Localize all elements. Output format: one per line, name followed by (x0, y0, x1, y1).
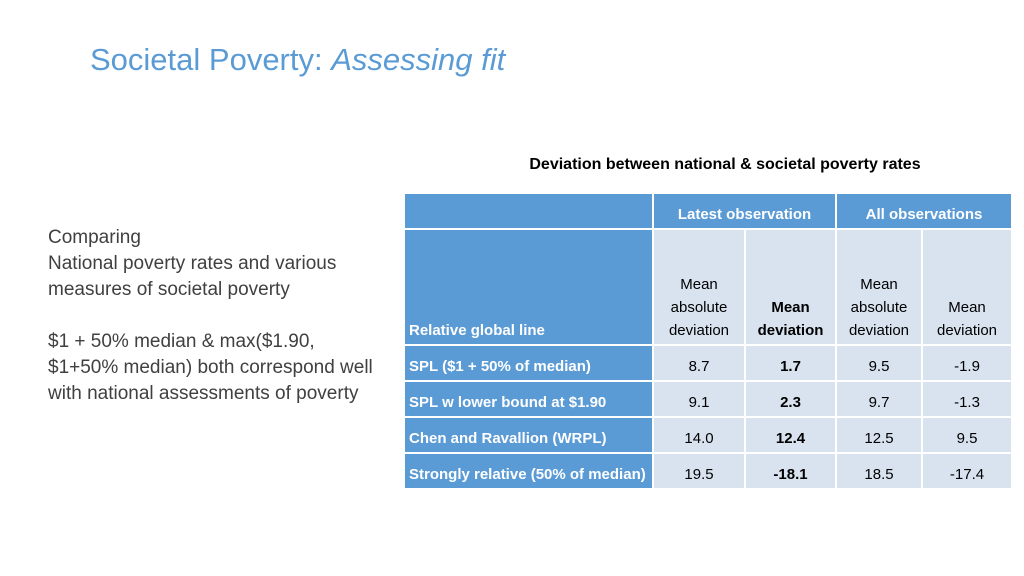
corner-cell (403, 192, 654, 230)
header-row: Relative global line Mean absolute devia… (403, 228, 1014, 346)
row-label: SPL w lower bound at $1.90 (403, 380, 654, 418)
value-cell: -17.4 (920, 452, 1014, 490)
value-cell: 12.4 (744, 416, 837, 454)
value-cell: -1.9 (920, 344, 1014, 382)
value-cell: -1.3 (920, 380, 1014, 418)
title-emphasis: Assessing fit (331, 42, 506, 77)
group-header: All observations (834, 192, 1014, 230)
value-cell: 14.0 (652, 416, 746, 454)
column-header: Mean absolute deviation (652, 228, 746, 346)
table-caption: Deviation between national & societal po… (529, 156, 921, 173)
paragraph: $1 + 50% median & max($1.90, $1+50% medi… (48, 331, 373, 404)
group-header: Latest observation (652, 192, 837, 230)
data-row: Chen and Ravallion (WRPL) 14.0 12.4 12.5 9.5 (403, 416, 1014, 454)
table-body: Latest observation All observations Rela… (403, 192, 1014, 490)
value-cell: 9.5 (835, 344, 923, 382)
title-main: Societal Poverty: (90, 42, 323, 77)
row-label: Chen and Ravallion (WRPL) (403, 416, 654, 454)
row-header: Relative global line (403, 228, 654, 346)
value-cell: 9.1 (652, 380, 746, 418)
group-row: Latest observation All observations (403, 192, 1014, 230)
heading: Comparing (48, 227, 141, 248)
value-cell: 8.7 (652, 344, 746, 382)
value-cell: 2.3 (744, 380, 837, 418)
data-row: SPL w lower bound at $1.90 9.1 2.3 9.7 -1.3 (403, 380, 1014, 418)
column-header: Mean absolute deviation (835, 228, 923, 346)
row-label: Strongly relative (50% of median) (403, 452, 654, 490)
slide-title: Societal Poverty: Assessing fit (90, 42, 505, 78)
value-cell: 12.5 (835, 416, 923, 454)
value-cell: 9.7 (835, 380, 923, 418)
value-cell: 9.5 (920, 416, 1014, 454)
left-text: Comparing National poverty rates and var… (48, 225, 388, 433)
value-cell: -18.1 (744, 452, 837, 490)
data-row: Strongly relative (50% of median) 19.5 -18… (403, 452, 1014, 490)
value-cell: 1.7 (744, 344, 837, 382)
column-header: Mean deviation (920, 228, 1014, 346)
value-cell: 19.5 (652, 452, 746, 490)
column-header: Mean deviation (744, 228, 837, 346)
row-label: SPL ($1 + 50% of median) (403, 344, 654, 382)
table: Latest observation All observations Rela… (403, 192, 1014, 490)
paragraph: National poverty rates and various measu… (48, 253, 337, 300)
value-cell: 18.5 (835, 452, 923, 490)
data-row: SPL ($1 + 50% of median) 8.7 1.7 9.5 -1.9 (403, 344, 1014, 382)
